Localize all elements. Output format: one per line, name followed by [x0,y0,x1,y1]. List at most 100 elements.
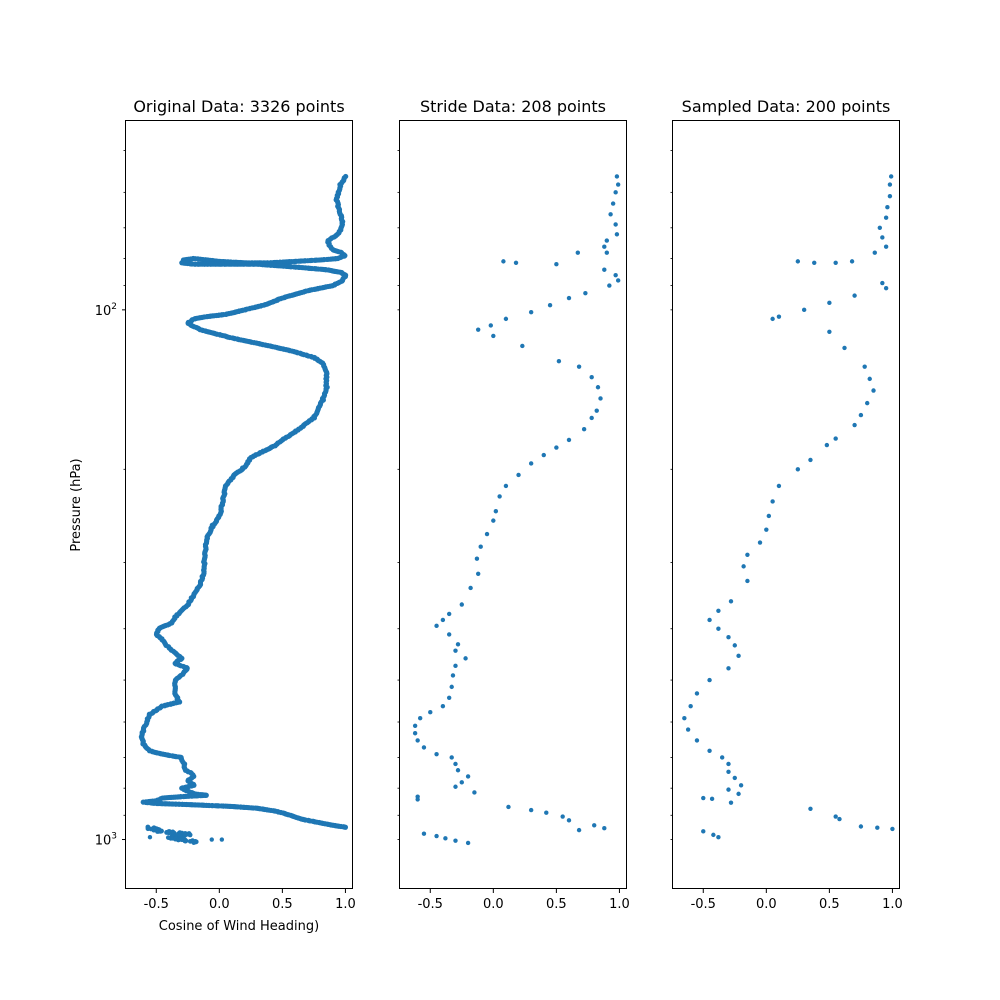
data-point [795,259,801,264]
data-point [613,272,618,278]
data-point [764,527,769,532]
data-point [575,250,581,255]
data-point [709,796,715,802]
title-stride: Stride Data: 208 points [420,97,606,116]
data-point [685,727,691,732]
data-point [417,715,423,721]
data-point [465,774,471,779]
data-point [556,358,562,364]
data-point [493,509,499,514]
data-point [776,483,782,489]
data-point [446,632,452,637]
data-point [795,467,801,472]
panel-sampled: Sampled Data: 200 points -0.5 0.0 0.5 1.0 [670,97,903,912]
data-point [415,797,420,802]
data-point [736,791,741,797]
data-point [701,795,706,801]
data-point [745,578,750,584]
data-point [478,544,483,549]
x-tick-label: 0.5 [819,897,840,912]
data-point [520,343,525,349]
data-point [808,806,813,811]
xticks-sampled: -0.5 0.0 0.5 1.0 [691,889,903,912]
data-point [554,262,559,267]
data-point [566,818,572,823]
data-point [544,810,549,815]
data-point [883,215,889,220]
data-point [728,800,734,805]
data-point [738,783,744,788]
data-point [852,422,857,428]
data-point [463,656,468,661]
data-point [885,204,890,210]
data-point [475,327,481,332]
panel-stride: Stride Data: 208 points -0.5 0.0 0.5 1.0 [397,97,630,912]
data-point [443,836,448,841]
data-point [726,761,731,767]
data-point [501,259,506,264]
data-point [827,329,832,334]
data-point [446,611,452,617]
data-point [589,415,594,421]
data-point [581,426,587,432]
data-point [147,835,153,840]
data-point [440,703,446,709]
data-point [766,513,772,519]
data-point [736,653,741,659]
data-point [808,457,813,463]
data-point [566,437,572,443]
data-point [183,838,188,844]
data-point [421,831,427,836]
data-point [566,295,572,301]
data-point [875,825,880,830]
data-point [719,755,725,760]
data-point [434,833,439,839]
x-tick-label: 1.0 [882,897,903,912]
data-point [694,691,700,696]
x-tick-label: 0.5 [546,897,567,912]
data-point [833,260,838,265]
data-point [682,715,687,721]
data-point [726,666,731,671]
yticks-original: 102 103 [95,150,126,849]
data-point [182,832,188,838]
data-point [583,290,588,296]
data-point [592,823,597,828]
data-point [701,829,706,834]
data-point [883,244,889,249]
data-point [688,703,693,709]
x-tick-label: 1.0 [609,897,630,912]
data-point [459,602,464,607]
data-point [770,499,775,504]
data-point [871,388,876,393]
data-point [497,494,502,499]
data-point [776,314,782,319]
data-point [554,445,559,450]
data-point [602,267,607,272]
data-point [560,814,565,819]
data-point [880,235,885,240]
data-point [880,280,885,286]
data-point [488,323,493,328]
data-point [858,412,864,418]
data-point [602,244,607,249]
data-point [707,677,712,683]
data-point [812,260,817,265]
data-point [716,626,721,631]
x-tick-label: -0.5 [144,897,169,912]
data-point [491,333,496,339]
data-point [610,201,616,206]
data-point [741,564,746,569]
data-point [604,238,610,243]
data-point [209,837,214,842]
data-point [446,695,452,700]
data-point [726,787,731,792]
data-point [503,483,509,489]
data-point [858,824,864,829]
data-point [604,250,610,255]
data-point [475,571,481,576]
yticks-sampled [670,150,673,840]
data-point [726,769,731,774]
